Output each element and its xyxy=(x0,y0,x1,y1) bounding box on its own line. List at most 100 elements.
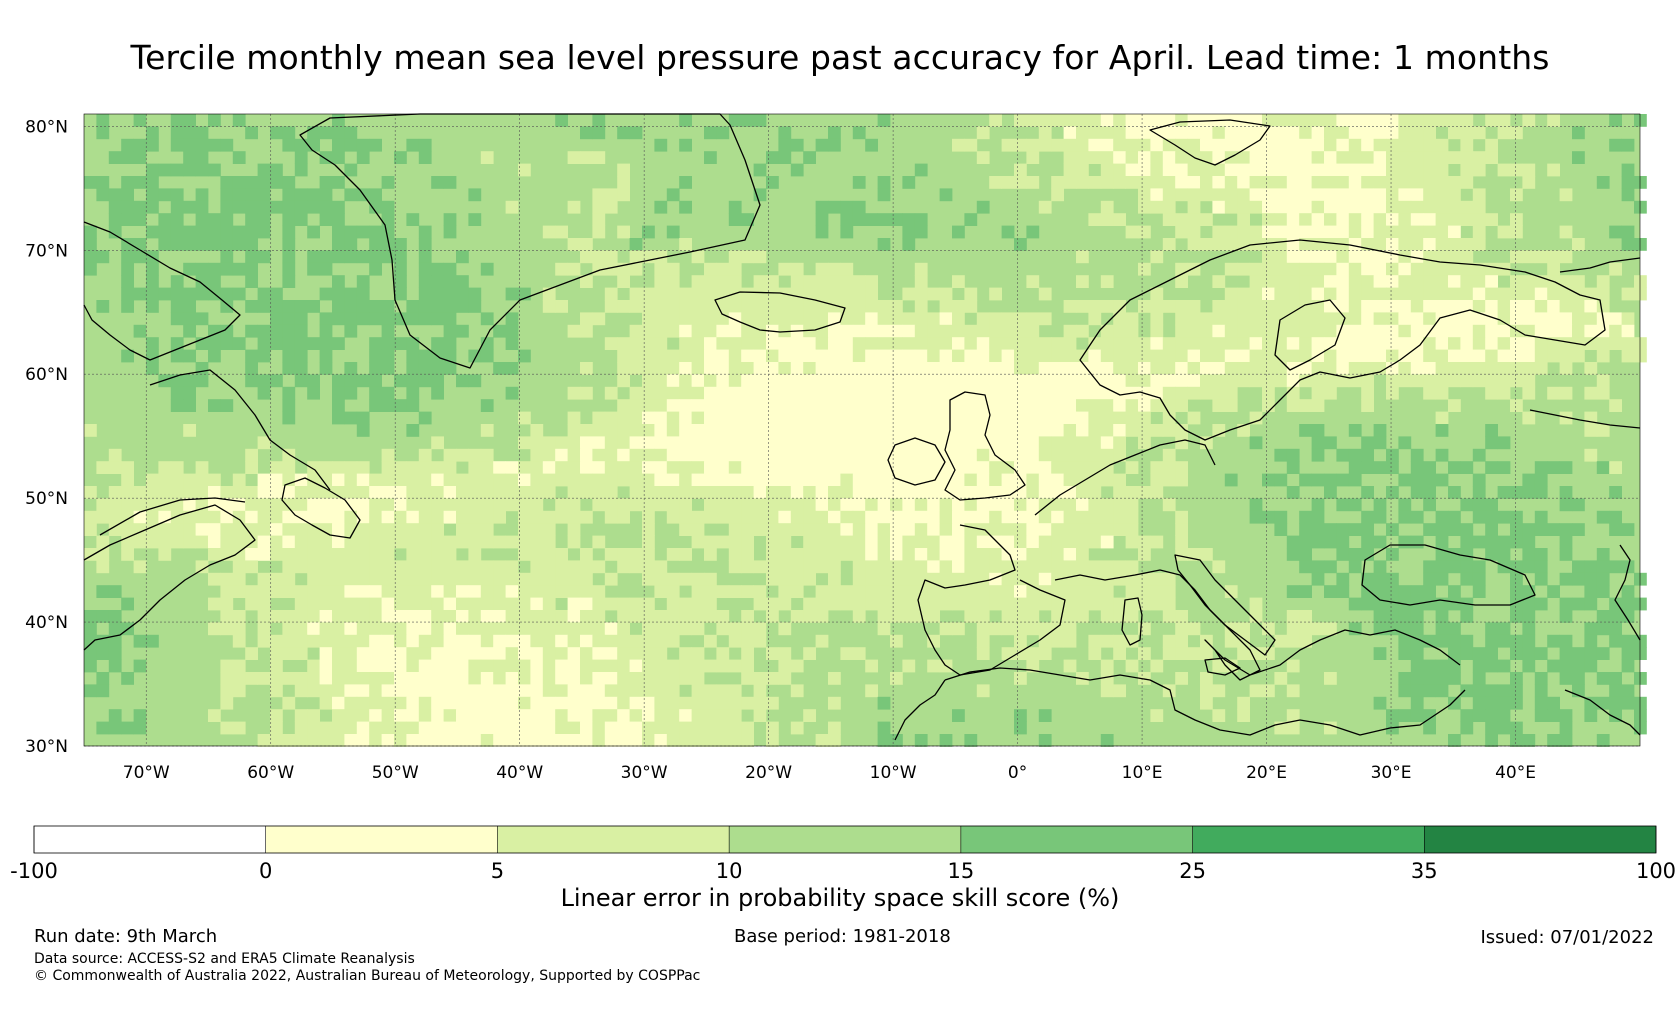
skill-cell xyxy=(902,225,916,239)
skill-cell xyxy=(1510,188,1523,202)
skill-cell xyxy=(1398,200,1412,214)
skill-cell xyxy=(270,337,283,350)
skill-cell xyxy=(1249,262,1263,276)
skill-cell xyxy=(220,250,234,264)
skill-cell xyxy=(964,287,978,301)
skill-cell xyxy=(1138,362,1151,375)
skill-cell xyxy=(1634,200,1647,214)
skill-cell xyxy=(307,188,320,202)
skill-cell xyxy=(1522,300,1536,313)
skill-cell xyxy=(1286,262,1300,276)
skill-cell xyxy=(1113,126,1126,140)
skill-cell xyxy=(1113,300,1126,313)
skill-cell xyxy=(642,287,655,301)
colorbar-swatch xyxy=(729,826,961,853)
skill-cell xyxy=(1435,262,1449,276)
skill-cell xyxy=(257,349,271,363)
skill-cell xyxy=(852,300,866,313)
skill-cell xyxy=(183,151,196,164)
skill-cell xyxy=(307,262,320,276)
skill-cell xyxy=(1187,138,1201,152)
skill-cell xyxy=(1497,163,1511,177)
skill-cell xyxy=(741,250,754,264)
skill-cell xyxy=(1448,250,1461,264)
skill-cell xyxy=(1138,262,1151,276)
skill-cell xyxy=(803,300,816,313)
skill-cell xyxy=(716,287,730,301)
skill-cell xyxy=(1621,312,1635,326)
skill-cell xyxy=(356,225,370,239)
skill-cell xyxy=(1100,138,1114,152)
skill-cell xyxy=(815,312,829,326)
skill-cell xyxy=(1262,114,1275,127)
skill-cell xyxy=(1237,300,1250,313)
skill-cell xyxy=(282,213,296,226)
skill-cell xyxy=(1162,337,1176,350)
skill-cell xyxy=(195,126,209,140)
skill-cell xyxy=(1324,362,1337,375)
skill-cell xyxy=(778,126,792,140)
skill-cell xyxy=(1547,324,1560,338)
colorbar-swatches xyxy=(33,825,1657,854)
skill-cell xyxy=(877,349,891,363)
skill-cell xyxy=(704,362,717,375)
skill-cell xyxy=(84,262,97,276)
skill-cell xyxy=(629,250,643,264)
skill-cell xyxy=(691,337,705,350)
skill-cell xyxy=(939,337,953,350)
skill-cell xyxy=(1361,114,1374,127)
skill-cell xyxy=(1485,138,1498,152)
skill-cell xyxy=(220,324,234,338)
skill-cell xyxy=(1274,287,1288,301)
skill-cell xyxy=(1076,362,1089,375)
skill-cell xyxy=(1510,287,1523,301)
skill-cell xyxy=(1175,362,1188,375)
skill-cell xyxy=(1014,176,1027,189)
skill-cell xyxy=(592,200,606,214)
skill-cell xyxy=(1224,176,1238,189)
skill-cell xyxy=(1522,275,1536,288)
skill-cell xyxy=(815,200,829,214)
skill-cell xyxy=(1299,324,1312,338)
skill-cell xyxy=(1311,250,1325,264)
skill-cell xyxy=(1262,151,1275,164)
skill-cell xyxy=(294,138,308,152)
skill-cell xyxy=(443,213,457,226)
skill-cell xyxy=(1472,300,1486,313)
skill-cell xyxy=(604,300,618,313)
skill-cell xyxy=(183,262,196,276)
skill-cell xyxy=(1324,151,1337,164)
skill-cell xyxy=(1386,275,1399,288)
skill-cell xyxy=(1435,300,1449,313)
skill-cell xyxy=(344,138,358,152)
skill-cell xyxy=(1051,362,1064,375)
skill-cell xyxy=(108,188,122,202)
skill-cell xyxy=(369,312,382,326)
skill-cell xyxy=(617,163,630,177)
skill-cell xyxy=(1423,138,1436,152)
skill-cell xyxy=(1311,213,1325,226)
skill-cell xyxy=(704,151,717,164)
skill-cell xyxy=(1348,126,1362,140)
skill-cell xyxy=(1274,163,1288,177)
skill-cell xyxy=(1621,349,1635,363)
skill-cell xyxy=(1076,250,1089,264)
skill-cell xyxy=(1138,151,1151,164)
skill-cell xyxy=(852,176,866,189)
skill-cell xyxy=(741,324,754,338)
skill-cell xyxy=(1472,126,1486,140)
skill-cell xyxy=(1547,250,1560,264)
skill-cell xyxy=(220,176,234,189)
skill-cell xyxy=(1336,163,1350,177)
skill-cell xyxy=(344,324,358,338)
skill-cell xyxy=(1324,275,1337,288)
skill-cell xyxy=(580,312,593,326)
skill-cell xyxy=(245,275,258,288)
skill-cell xyxy=(96,176,110,189)
skill-cell xyxy=(108,151,122,164)
skill-cell xyxy=(778,312,792,326)
skill-cell xyxy=(158,238,172,251)
skill-cell xyxy=(133,287,147,301)
skill-cell xyxy=(1162,188,1176,202)
skill-cell xyxy=(914,287,928,301)
